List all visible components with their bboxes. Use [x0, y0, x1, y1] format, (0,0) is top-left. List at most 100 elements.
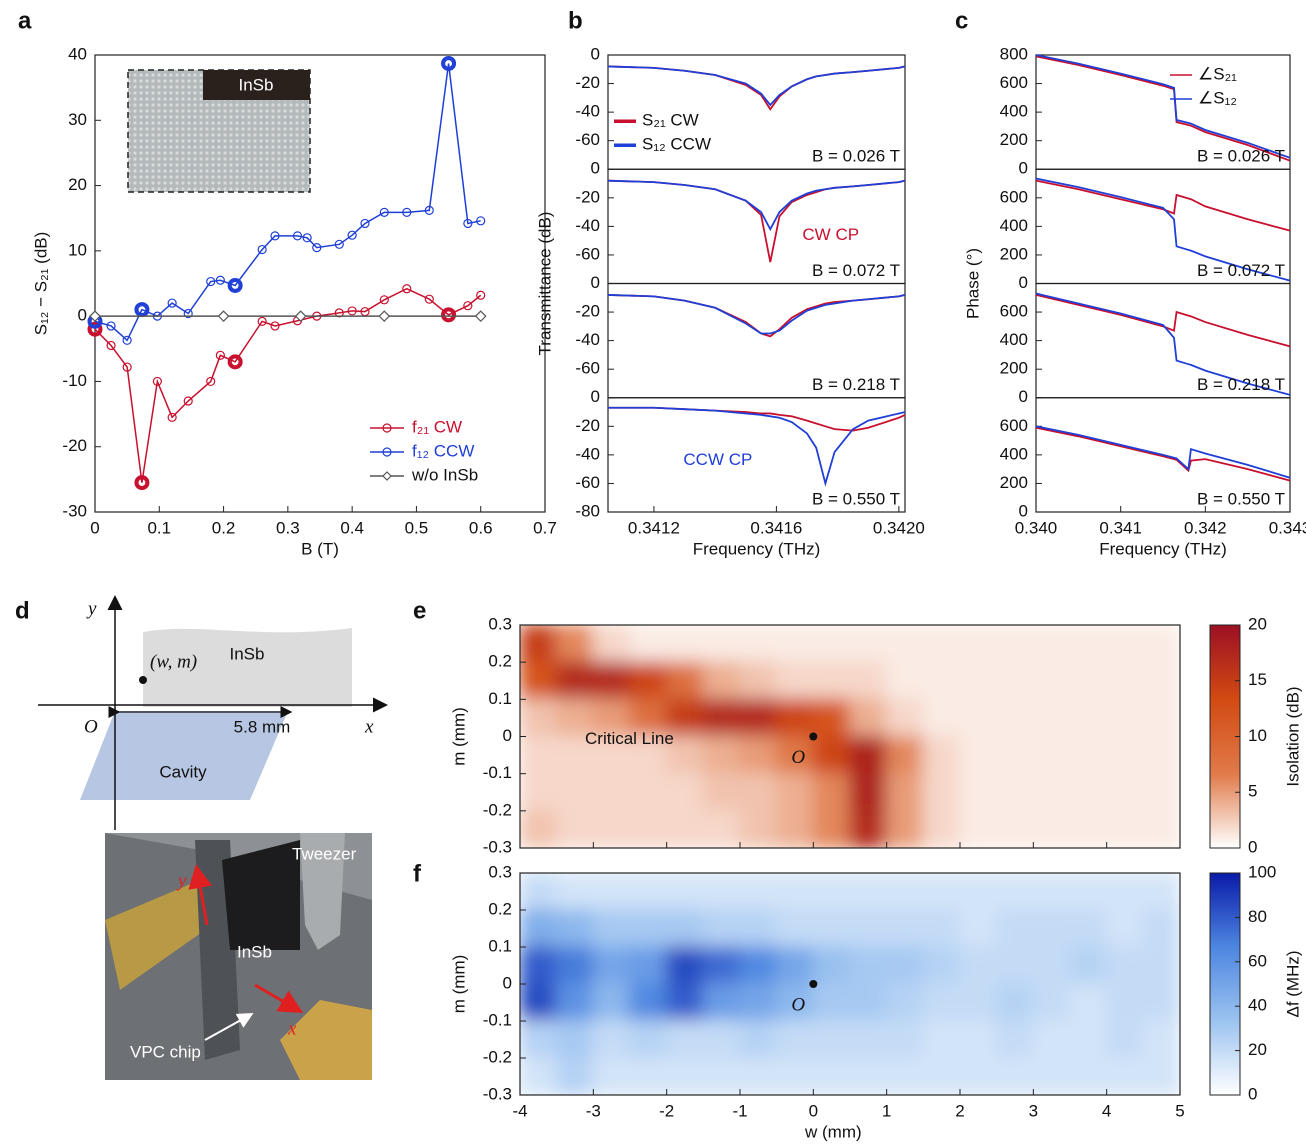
heatmap-cell — [555, 1057, 595, 1095]
heatmap-cell — [665, 983, 705, 1022]
heatmap-cell — [702, 909, 741, 948]
heatmap-cell — [555, 661, 595, 701]
heatmap-cell — [702, 735, 741, 775]
heatmap-cell — [922, 661, 961, 701]
heatmap-cell — [739, 735, 778, 775]
heatmap-cell — [520, 809, 558, 848]
y-tick-label: 10 — [68, 240, 87, 259]
annotation: Critical Line — [585, 729, 674, 748]
cavity-label: Cavity — [159, 762, 207, 781]
heatmap-cell — [775, 1020, 815, 1059]
point — [347, 306, 357, 316]
heatmap-cells — [520, 873, 1180, 1095]
annotation: B = 0.072 T — [1197, 261, 1285, 280]
heatmap-cell — [849, 661, 888, 701]
heatmap-cell — [592, 772, 631, 812]
y-tick-label: 0 — [591, 273, 600, 292]
panel-label: f — [413, 860, 422, 887]
point — [334, 239, 344, 249]
heatmap-cell — [1032, 909, 1071, 948]
heatmap-cell — [849, 1020, 888, 1059]
heatmap-cell — [1105, 873, 1145, 911]
x-tick-label: -3 — [586, 1101, 601, 1120]
x-label: x — [364, 716, 374, 737]
heatmap-cell — [629, 946, 668, 985]
point — [206, 376, 216, 387]
plot-frame — [94, 54, 546, 513]
heatmap-cell — [885, 983, 925, 1022]
heatmap-cell — [922, 698, 961, 738]
heatmap-cell — [959, 772, 998, 812]
heatmap-cell — [702, 809, 741, 848]
point — [122, 335, 132, 345]
heatmap-cell — [555, 873, 595, 911]
y-tick-label: 600 — [1000, 187, 1028, 206]
heatmap-cell — [1032, 1020, 1071, 1059]
origin-label: O — [791, 994, 805, 1015]
insb-label: InSb — [230, 644, 265, 663]
point — [139, 676, 147, 684]
heatmap-cell — [922, 735, 961, 775]
colorbar-tick-label: 0 — [1248, 837, 1257, 856]
heatmap-cell — [592, 946, 631, 985]
heatmap-cell — [1032, 625, 1071, 664]
y-tick-label: -20 — [62, 436, 87, 455]
heatmap-cell — [520, 698, 558, 738]
y-tick-label: 0 — [1019, 501, 1028, 520]
heatmap — [520, 625, 1180, 848]
series-line — [1035, 179, 1291, 232]
x-tick-label: 0.340 — [1015, 518, 1058, 537]
series-line — [607, 65, 906, 107]
point — [227, 354, 243, 370]
y-tick-label: 0 — [78, 306, 87, 325]
heatmap-cell — [1105, 1020, 1145, 1059]
heatmap-cell — [665, 735, 705, 775]
heatmap-cell — [995, 625, 1035, 664]
heatmap-cell — [995, 909, 1035, 948]
y-tick-label: -80 — [575, 501, 600, 520]
colorbar-tick-label: 5 — [1248, 782, 1257, 801]
heatmap-cell — [849, 909, 888, 948]
heatmap-cell — [775, 983, 815, 1022]
heatmap-cell — [592, 1057, 631, 1095]
heatmap-cell — [922, 909, 961, 948]
x-axis-label: w (mm) — [804, 1122, 862, 1141]
legend-marker — [382, 471, 392, 481]
heatmap-cell — [520, 1057, 558, 1095]
heatmap-cell — [1069, 698, 1108, 738]
heatmap-cell — [959, 1057, 998, 1095]
panel-label: a — [18, 7, 32, 34]
heatmap-cell — [1142, 946, 1180, 985]
schematic: d y x O InSb (w, m) 5.8 mm Cavity — [15, 595, 388, 830]
heatmap-cell — [1069, 1020, 1108, 1059]
y-label: y — [176, 870, 187, 891]
heatmap-cell — [775, 809, 815, 848]
heatmap-cell — [1142, 983, 1180, 1022]
heatmap-cell — [629, 1020, 668, 1059]
y-axis-label: Δf (MHz) — [1283, 950, 1302, 1017]
heatmap-cell — [702, 983, 741, 1022]
heatmap-cell — [555, 1020, 595, 1059]
y-tick-label: -40 — [575, 444, 600, 463]
heatmap-cell — [1032, 661, 1071, 701]
x-tick-label: -2 — [659, 1101, 674, 1120]
x-label: x — [287, 1018, 297, 1039]
heatmap-cell — [520, 946, 558, 985]
heatmap-cell — [812, 983, 851, 1022]
heatmap-cell — [592, 873, 631, 911]
heatmap-cell — [592, 661, 631, 701]
y-tick-label: 600 — [1000, 73, 1028, 92]
point — [379, 207, 389, 217]
point-label: (w, m) — [150, 651, 197, 672]
heatmap-cell — [885, 661, 925, 701]
photo-arrow — [204, 1013, 254, 1041]
heatmap-cell — [629, 661, 668, 701]
y-tick-label: 0 — [591, 44, 600, 63]
heatmap-cell — [959, 735, 998, 775]
point — [463, 301, 473, 311]
heatmap-cell — [592, 698, 631, 738]
y-tick-label: -0.1 — [483, 763, 512, 782]
heatmap-cell — [629, 772, 668, 812]
point — [463, 218, 473, 229]
point — [106, 340, 116, 351]
